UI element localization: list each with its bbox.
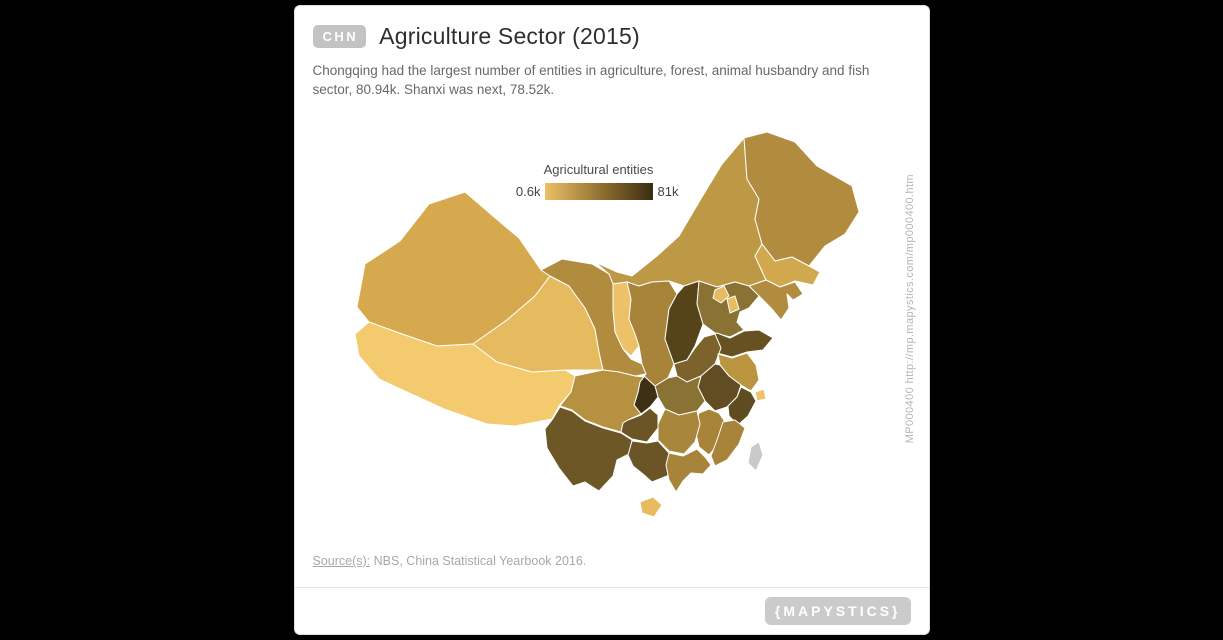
province-tianjin[interactable] <box>726 295 739 314</box>
footer-divider <box>294 587 929 588</box>
province-taiwan[interactable] <box>747 441 763 472</box>
province-guangdong[interactable] <box>665 448 711 493</box>
province-guizhou[interactable] <box>620 407 658 443</box>
country-badge: CHN <box>312 25 367 48</box>
province-fujian[interactable] <box>710 419 745 467</box>
province-hainan[interactable] <box>639 496 662 518</box>
card-footer: {MAPYSTICS} <box>295 588 929 634</box>
subtitle: Chongqing had the largest number of enti… <box>312 63 870 97</box>
source-line: Source(s): NBS, China Statistical Yearbo… <box>313 554 587 568</box>
province-heilongjiang[interactable] <box>743 131 859 267</box>
watermark-url: MP000400 http://mp.mapystics.com/mp00040… <box>903 174 916 444</box>
province-beijing[interactable] <box>712 285 729 304</box>
province-shanghai[interactable] <box>754 388 766 402</box>
province-inner-mongolia[interactable] <box>594 137 766 288</box>
province-hebei[interactable] <box>696 280 759 338</box>
province-hunan[interactable] <box>657 408 700 455</box>
province-liaoning[interactable] <box>748 279 803 321</box>
source-text: NBS, China Statistical Yearbook 2016. <box>373 554 587 568</box>
province-hubei[interactable] <box>654 375 705 416</box>
source-label: Source(s): <box>312 554 371 568</box>
map-card: CHN Agriculture Sector (2015) Chongqing … <box>293 5 930 635</box>
province-guangxi[interactable] <box>627 440 677 483</box>
map-area: Agricultural entities 0.6k 81k <box>347 124 887 524</box>
card-header: CHN Agriculture Sector (2015) <box>295 6 929 50</box>
china-map <box>354 131 859 518</box>
province-yunnan[interactable] <box>544 406 632 492</box>
mapystics-logo: {MAPYSTICS} <box>764 597 911 625</box>
page-title: Agriculture Sector (2015) <box>379 23 640 49</box>
